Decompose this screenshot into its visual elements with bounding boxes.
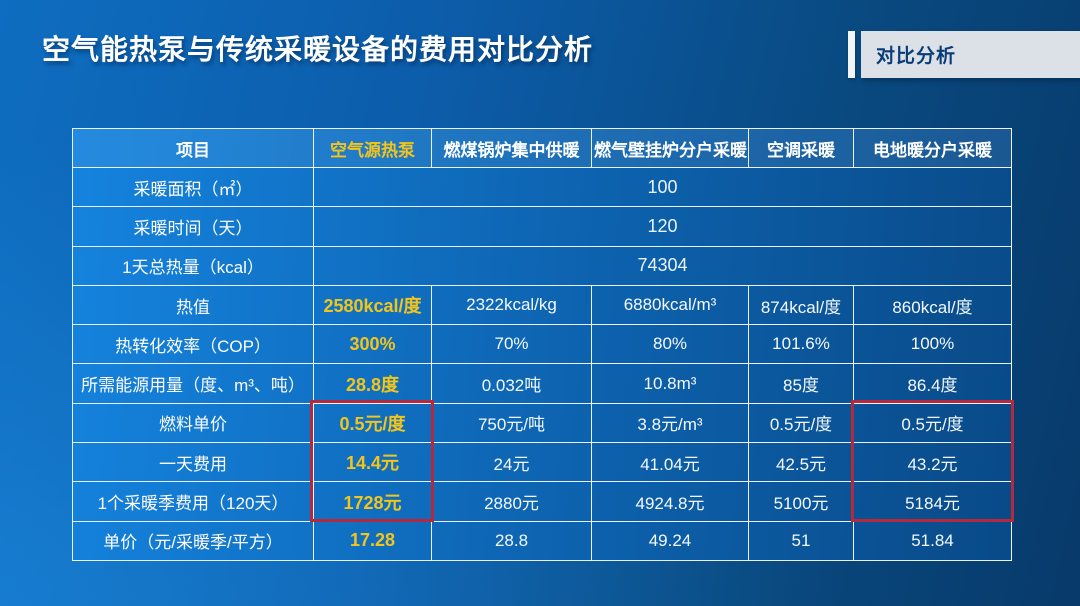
table-row: 单价（元/采暖季/平方） 17.28 28.8 49.24 51 51.84	[72, 520, 1012, 561]
cell-value: 0.032吨	[431, 363, 592, 404]
cell-value: 17.28	[313, 520, 432, 561]
cell-value: 750元/吨	[431, 402, 592, 444]
cell-value: 101.6%	[748, 324, 854, 365]
cell-value: 24元	[431, 442, 592, 483]
cost-comparison-table: 项目 空气源热泵 燃煤锅炉集中供暖 燃气壁挂炉分户采暖 空调采暖 电地暖分户采暖 采暖面积…	[72, 128, 1012, 561]
section-badge: 对比分析	[848, 31, 1080, 78]
cell-value: 43.2元	[853, 442, 1012, 483]
cell-value: 0.5元/度	[748, 402, 854, 444]
cell-value: 51.84	[853, 520, 1012, 561]
cell-value: 49.24	[591, 520, 749, 561]
cell-value: 860kcal/度	[853, 284, 1012, 326]
table-row: 燃料单价 0.5元/度 750元/吨 3.8元/m³ 0.5元/度 0.5元/度	[72, 402, 1012, 444]
table-row: 一天费用 14.4元 24元 41.04元 42.5元 43.2元	[72, 442, 1012, 483]
table-row: 采暖时间（天） 120	[72, 206, 1012, 247]
cell-value: 2880元	[431, 481, 592, 522]
cell-value: 1728元	[313, 481, 432, 522]
cell-value: 2322kcal/kg	[431, 284, 592, 326]
cell-value: 6880kcal/m³	[591, 284, 749, 326]
column-header-2: 燃煤锅炉集中供暖	[431, 128, 592, 168]
row-label: 1天总热量（kcal）	[72, 245, 314, 286]
merged-value: 100	[313, 166, 1012, 208]
cell-value: 0.5元/度	[313, 402, 432, 444]
row-label: 热转化效率（COP）	[72, 324, 314, 365]
cell-value: 0.5元/度	[853, 402, 1012, 444]
row-label: 热值	[72, 284, 314, 326]
cell-value: 14.4元	[313, 442, 432, 483]
badge-label: 对比分析	[861, 31, 1080, 78]
cell-value: 80%	[591, 324, 749, 365]
table-row: 热值 2580kcal/度 2322kcal/kg 6880kcal/m³ 874kca…	[72, 284, 1012, 326]
cell-value: 874kcal/度	[748, 284, 854, 326]
table-row: 热转化效率（COP） 300% 70% 80% 101.6% 100%	[72, 324, 1012, 365]
table-body: 采暖面积（㎡） 100 采暖时间（天） 120 1天总热量（kcal） 74304 热值 25…	[72, 166, 1012, 561]
column-header-5: 电地暖分户采暖	[853, 128, 1012, 168]
cell-value: 3.8元/m³	[591, 402, 749, 444]
cell-value: 2580kcal/度	[313, 284, 432, 326]
page-title: 空气能热泵与传统采暖设备的费用对比分析	[42, 34, 594, 65]
cell-value: 10.8m³	[591, 363, 749, 404]
comparison-table: 项目 空气源热泵 燃煤锅炉集中供暖 燃气壁挂炉分户采暖 空调采暖 电地暖分户采暖 采暖面积…	[72, 128, 1014, 561]
row-label: 所需能源用量（度、m³、吨）	[72, 363, 314, 404]
cell-value: 42.5元	[748, 442, 854, 483]
cell-value: 100%	[853, 324, 1012, 365]
row-label: 单价（元/采暖季/平方）	[72, 520, 314, 561]
cell-value: 51	[748, 520, 854, 561]
row-label: 燃料单价	[72, 402, 314, 444]
cell-value: 70%	[431, 324, 592, 365]
cell-value: 86.4度	[853, 363, 1012, 404]
merged-value: 120	[313, 206, 1012, 247]
cell-value: 5100元	[748, 481, 854, 522]
cell-value: 4924.8元	[591, 481, 749, 522]
table-head: 项目 空气源热泵 燃煤锅炉集中供暖 燃气壁挂炉分户采暖 空调采暖 电地暖分户采暖	[72, 128, 1012, 168]
column-header-1: 空气源热泵	[313, 128, 432, 168]
cell-value: 85度	[748, 363, 854, 404]
column-header-4: 空调采暖	[748, 128, 854, 168]
row-label: 采暖面积（㎡）	[72, 166, 314, 208]
badge-accent-bar	[848, 31, 855, 78]
cell-value: 28.8	[431, 520, 592, 561]
table-row: 1个采暖季费用（120天） 1728元 2880元 4924.8元 5100元 5184元	[72, 481, 1012, 522]
row-label: 采暖时间（天）	[72, 206, 314, 247]
cell-value: 300%	[313, 324, 432, 365]
table-row: 1天总热量（kcal） 74304	[72, 245, 1012, 286]
header-row: 项目 空气源热泵 燃煤锅炉集中供暖 燃气壁挂炉分户采暖 空调采暖 电地暖分户采暖	[72, 128, 1012, 168]
cell-value: 28.8度	[313, 363, 432, 404]
column-header-0: 项目	[72, 128, 314, 168]
cell-value: 41.04元	[591, 442, 749, 483]
column-header-3: 燃气壁挂炉分户采暖	[591, 128, 749, 168]
merged-value: 74304	[313, 245, 1012, 286]
table-row: 采暖面积（㎡） 100	[72, 166, 1012, 208]
row-label: 1个采暖季费用（120天）	[72, 481, 314, 522]
cell-value: 5184元	[853, 481, 1012, 522]
row-label: 一天费用	[72, 442, 314, 483]
table-row: 所需能源用量（度、m³、吨） 28.8度 0.032吨 10.8m³ 85度 86.4度	[72, 363, 1012, 404]
